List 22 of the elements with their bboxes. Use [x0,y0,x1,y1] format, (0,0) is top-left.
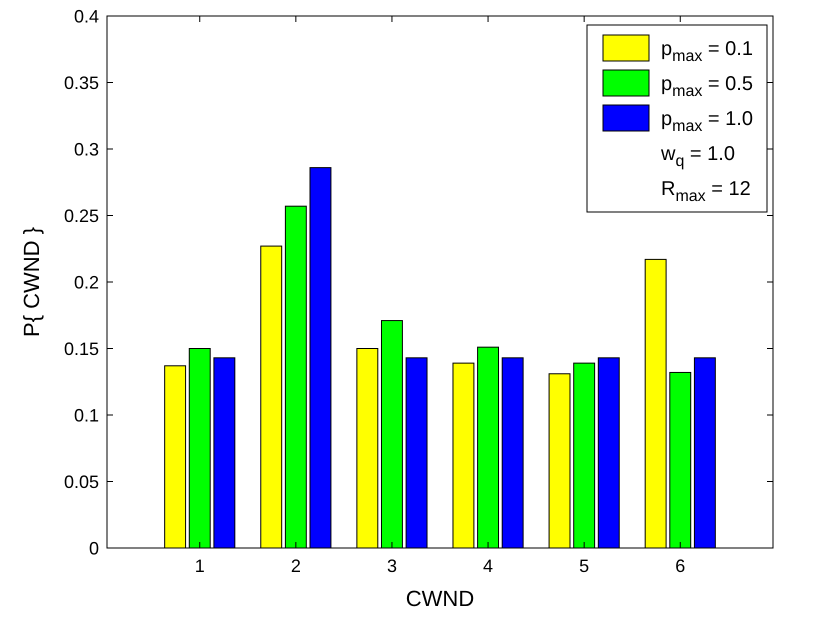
y-tick-label: 0.15 [64,338,99,359]
annotation: R$_{max}$ = 12 [661,178,751,205]
x-tick-label: 4 [483,556,494,576]
legend-label: p$_{max}$ = 0.1 [661,38,753,65]
y-tick-label: 0.1 [74,405,99,426]
legend-label: p$_{max}$ = 1.0 [661,108,753,135]
y-tick-label: 0.05 [64,472,99,492]
y-tick-label: 0.4 [74,6,99,26]
x-axis-title: CWND [406,586,474,611]
x-tick-label: 3 [386,556,397,576]
y-axis-title: P{ CWND } [19,226,44,338]
legend-label: p$_{max}$ = 0.5 [661,73,753,100]
y-tick-label: 0.25 [64,206,99,226]
x-tick-label: 6 [675,556,686,576]
y-tick-label: 0.3 [74,139,99,160]
y-tick-label: 0.35 [64,72,99,93]
x-tick-label: 2 [290,556,301,576]
y-tick-label: 0.2 [74,272,99,292]
x-tick-label: 5 [579,556,590,576]
annotation: w$_{q}$ = 1.0 [660,143,735,170]
x-tick-label: 1 [194,556,205,576]
y-tick-label: 0 [88,538,99,558]
